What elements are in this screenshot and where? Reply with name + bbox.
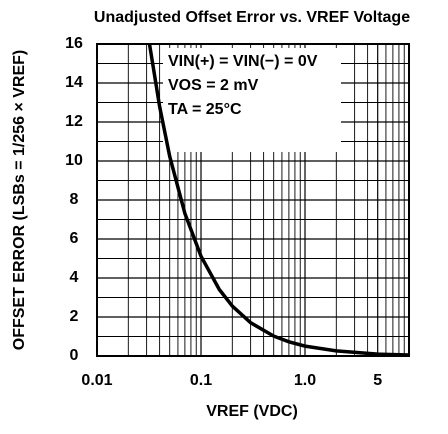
y-tick-label: 10 (65, 152, 83, 169)
y-tick-label: 0 (70, 347, 79, 364)
y-tick-label: 8 (70, 191, 79, 208)
x-tick-label: 5 (373, 372, 382, 389)
annotation-box (163, 48, 341, 152)
annotation: TA = 25°C (168, 101, 242, 118)
line (147, 43, 410, 357)
y-tick-label: 12 (65, 113, 83, 130)
plot-frame (96, 43, 410, 357)
y-tick-label: 2 (70, 308, 79, 325)
y-tick-label: 4 (70, 269, 79, 286)
x-tick-label: 0.01 (81, 372, 112, 389)
annotation: VOS = 2 mV (168, 77, 259, 94)
y-tick-label: 14 (65, 74, 83, 91)
y-tick-label: 16 (65, 35, 83, 52)
x-tick-label: 1.0 (294, 372, 316, 389)
y-tick-label: 6 (70, 230, 79, 247)
x-tick-label: 0.1 (190, 372, 212, 389)
chart-title: Unadjusted Offset Error vs. VREF Voltage (94, 9, 410, 26)
y-axis-label: OFFSET ERROR (LSBs = 1/256 × VREF) (11, 50, 28, 351)
x-axis-label: VREF (VDC) (206, 403, 298, 420)
annotation: VIN(+) = VIN(−) = 0V (168, 53, 318, 70)
